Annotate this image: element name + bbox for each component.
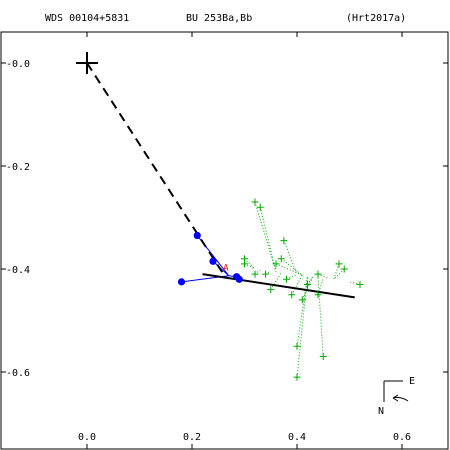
latest-position-label: A [223, 263, 229, 273]
speckle-measurement-point [335, 260, 343, 268]
speckle-measurement-point [293, 342, 301, 350]
tick-labels: 0.0 0.2 0.4 0.6 -0.0 -0.2 -0.4 -0.6 [6, 59, 411, 443]
speckle-measurement-point [251, 270, 259, 278]
speckle-residual-line [265, 270, 272, 275]
orbit-lines [86, 62, 355, 299]
speckle-residual-line [333, 268, 345, 280]
speckle-residual-line [291, 274, 303, 295]
speckle-residual-line [275, 263, 303, 276]
speckle-measurement-point [314, 270, 322, 278]
speckle-measurement-point [319, 353, 327, 361]
compass-east-label: E [409, 376, 415, 387]
speckle-measurement-point [314, 291, 322, 299]
speckle-residual-line [259, 207, 277, 272]
primary-star-marker [76, 52, 98, 74]
orbit-path [202, 273, 355, 299]
speckle-measurement-point [272, 260, 280, 268]
speckle-measurement-point [262, 270, 269, 278]
speckle-measurement-point [304, 280, 311, 288]
speckle-measurement-point [293, 373, 301, 381]
compass-north-label: N [378, 406, 384, 417]
compass: E N [378, 376, 415, 417]
speckle-measurement-point [241, 260, 248, 268]
motion-arrow-icon [392, 394, 409, 402]
speckle-residual-line [317, 273, 329, 279]
x-tick-label: 0.6 [393, 432, 411, 443]
y-tick-label: -0.6 [6, 368, 30, 379]
measurement-point [235, 275, 243, 283]
header-wds-id: WDS 00104+5831 [45, 13, 129, 24]
speckle-residual-line [244, 263, 256, 270]
speckle-residual-line [286, 273, 298, 280]
measurement-points: A [76, 52, 364, 381]
speckle-residual-line [296, 276, 308, 378]
plot-frame [0, 31, 449, 450]
speckle-residual-line [349, 281, 361, 285]
speckle-measurement-point [251, 198, 259, 206]
speckle-measurement-point [267, 286, 275, 294]
speckle-residual-line [254, 201, 277, 272]
speckle-measurement-point [280, 237, 288, 245]
speckle-residual-line [244, 258, 256, 270]
speckle-measurement-point [298, 296, 306, 304]
measurement-point [193, 231, 201, 240]
speckle-measurement-point [288, 291, 296, 299]
header-reference: (Hrt2017a) [346, 13, 406, 24]
x-tick-label: 0.4 [288, 432, 306, 443]
speckle-residual-line [254, 269, 261, 275]
speckle-measurement-point [277, 255, 285, 263]
speckle-residual-line [317, 277, 324, 357]
speckle-residual-line [283, 240, 298, 275]
y-tick-label: -0.4 [6, 265, 30, 276]
x-tick-label: 0.0 [78, 432, 96, 443]
y-tick-label: -0.2 [6, 162, 30, 173]
measurement-point [209, 257, 217, 265]
speckle-residual-line [333, 263, 340, 280]
speckle-measurement-point [340, 265, 348, 273]
measurement-point [177, 278, 186, 286]
x-tick-label: 0.2 [183, 432, 201, 443]
speckle-measurement-point [283, 275, 290, 283]
speckle-residual-line [270, 272, 282, 290]
speckle-residual-line [301, 276, 314, 301]
speckle-measurement-point [356, 280, 364, 288]
speckle-measurement-point [256, 203, 264, 211]
line-of-nodes [86, 62, 225, 275]
axis-ticks [1, 32, 448, 449]
y-tick-label: -0.0 [6, 59, 30, 70]
header-discoverer: BU 253Ba,Bb [186, 13, 252, 24]
